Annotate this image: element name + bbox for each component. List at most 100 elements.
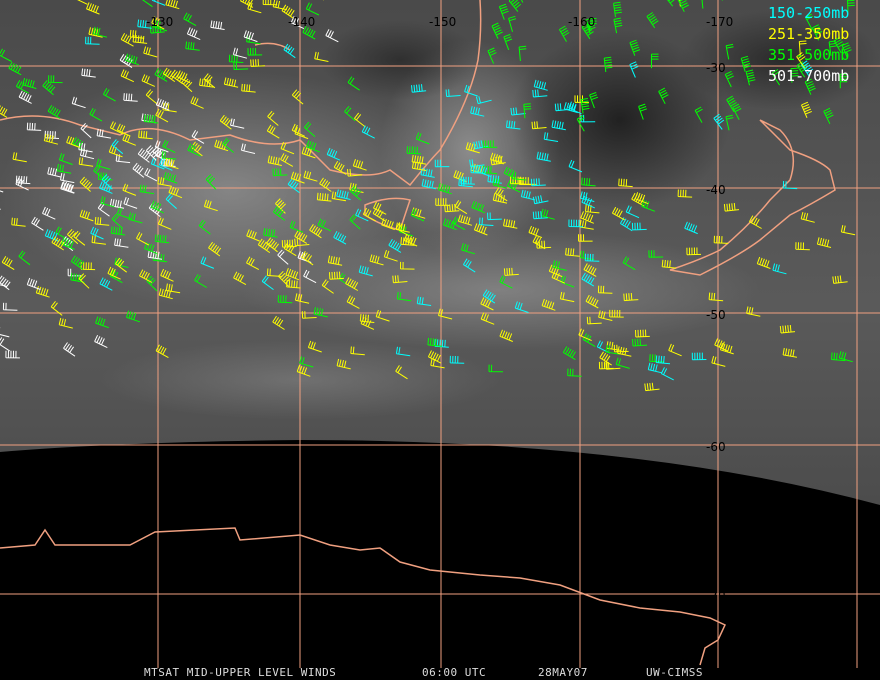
wind-barb (296, 364, 311, 377)
wind-barb (165, 283, 181, 294)
wind-barb (362, 207, 376, 222)
wind-barb (470, 165, 485, 174)
wind-barb (170, 69, 184, 85)
lat-label: -70 (706, 589, 726, 603)
wind-barb (576, 115, 585, 132)
wind-barb (492, 193, 508, 204)
wind-barb (141, 74, 156, 87)
wind-barb (453, 170, 468, 183)
wind-barb (347, 168, 363, 177)
wind-barb (157, 176, 172, 187)
wind-barb (583, 263, 597, 277)
wind-barb (125, 53, 139, 66)
wind-barb (581, 272, 595, 287)
wind-barb (107, 266, 121, 280)
wind-barb (60, 182, 75, 194)
wind-barb (0, 284, 7, 287)
wind-barb (589, 18, 597, 33)
wind-barb (277, 249, 289, 265)
wind-barb (266, 268, 282, 277)
wind-barb (686, 247, 702, 256)
wind-barb (313, 307, 328, 318)
wind-barb (102, 88, 116, 102)
wind-barb (800, 211, 815, 223)
wind-barb (303, 170, 318, 182)
wind-barb (833, 36, 845, 54)
wind-barb (302, 26, 316, 40)
wind-barb (163, 171, 178, 184)
wind-barb (291, 89, 304, 105)
lon-label: -130 (146, 15, 173, 29)
wind-barb (532, 211, 548, 220)
wind-barb (619, 217, 633, 232)
lon-label: -160 (568, 15, 595, 29)
wind-barb (164, 157, 179, 170)
wind-barb (795, 242, 810, 251)
wind-barb (272, 315, 285, 330)
wind-barb (222, 137, 234, 153)
footer-source: UW-CIMSS (646, 666, 703, 679)
lat-label: -40 (706, 183, 726, 197)
wind-barb (143, 114, 159, 124)
wind-barb (281, 239, 297, 248)
wind-barb (372, 207, 386, 222)
wind-barb (536, 151, 551, 162)
wind-barb (464, 84, 478, 97)
wind-barb (18, 90, 32, 104)
wind-barb (26, 277, 41, 290)
wind-barb (43, 133, 59, 145)
wind-barb (460, 176, 475, 185)
wind-barb (415, 132, 430, 145)
wind-barb (158, 288, 173, 300)
wind-barb (586, 316, 602, 325)
wind-barb (153, 19, 168, 32)
lat-label: -60 (706, 440, 726, 454)
wind-barb (499, 275, 513, 289)
wind-barb (228, 54, 244, 63)
wind-barb (333, 230, 347, 245)
wind-barb (740, 55, 751, 72)
wind-barb (73, 230, 86, 246)
wind-barb (585, 204, 600, 214)
wind-barb (435, 198, 450, 206)
wind-barb (155, 344, 169, 359)
wind-barb (290, 171, 305, 184)
wind-barb (79, 148, 95, 160)
grid-labels: -130 -140 -150 -160 -170 -30 -40 -50 -60 -70 (146, 15, 733, 603)
wind-barb (261, 275, 274, 291)
wind-barb (617, 346, 632, 357)
wind-barb (533, 79, 548, 91)
wind-barb (88, 27, 103, 38)
wind-barb (584, 17, 596, 34)
lat-label: -50 (706, 308, 726, 322)
wind-barb (8, 61, 22, 76)
wind-barb (280, 153, 294, 167)
wind-barb (473, 223, 488, 236)
wind-barb (203, 199, 218, 212)
wind-barb (503, 33, 513, 51)
wind-barb (267, 110, 279, 126)
wind-barb (503, 166, 517, 180)
wind-barb (350, 346, 365, 356)
wind-barb (203, 73, 216, 89)
wind-barb (631, 222, 647, 231)
wind-barb (306, 140, 320, 153)
wind-barb (321, 279, 334, 294)
wind-barb (480, 297, 494, 311)
lon-label: -150 (429, 15, 456, 29)
wind-barb (647, 362, 663, 374)
wind-barb (246, 256, 260, 271)
wind-barb (629, 61, 639, 78)
wind-barb (262, 0, 278, 6)
wind-barb (470, 106, 485, 117)
wind-barb (122, 133, 136, 146)
wind-barb (47, 166, 62, 178)
wind-barb (437, 182, 452, 195)
wind-barb (110, 226, 126, 236)
wind-barb (589, 92, 599, 109)
wind-barb (109, 121, 124, 135)
wind-barb (345, 277, 359, 291)
wind-barb (832, 275, 848, 284)
wind-barb (336, 189, 351, 200)
wind-barb (599, 351, 612, 366)
